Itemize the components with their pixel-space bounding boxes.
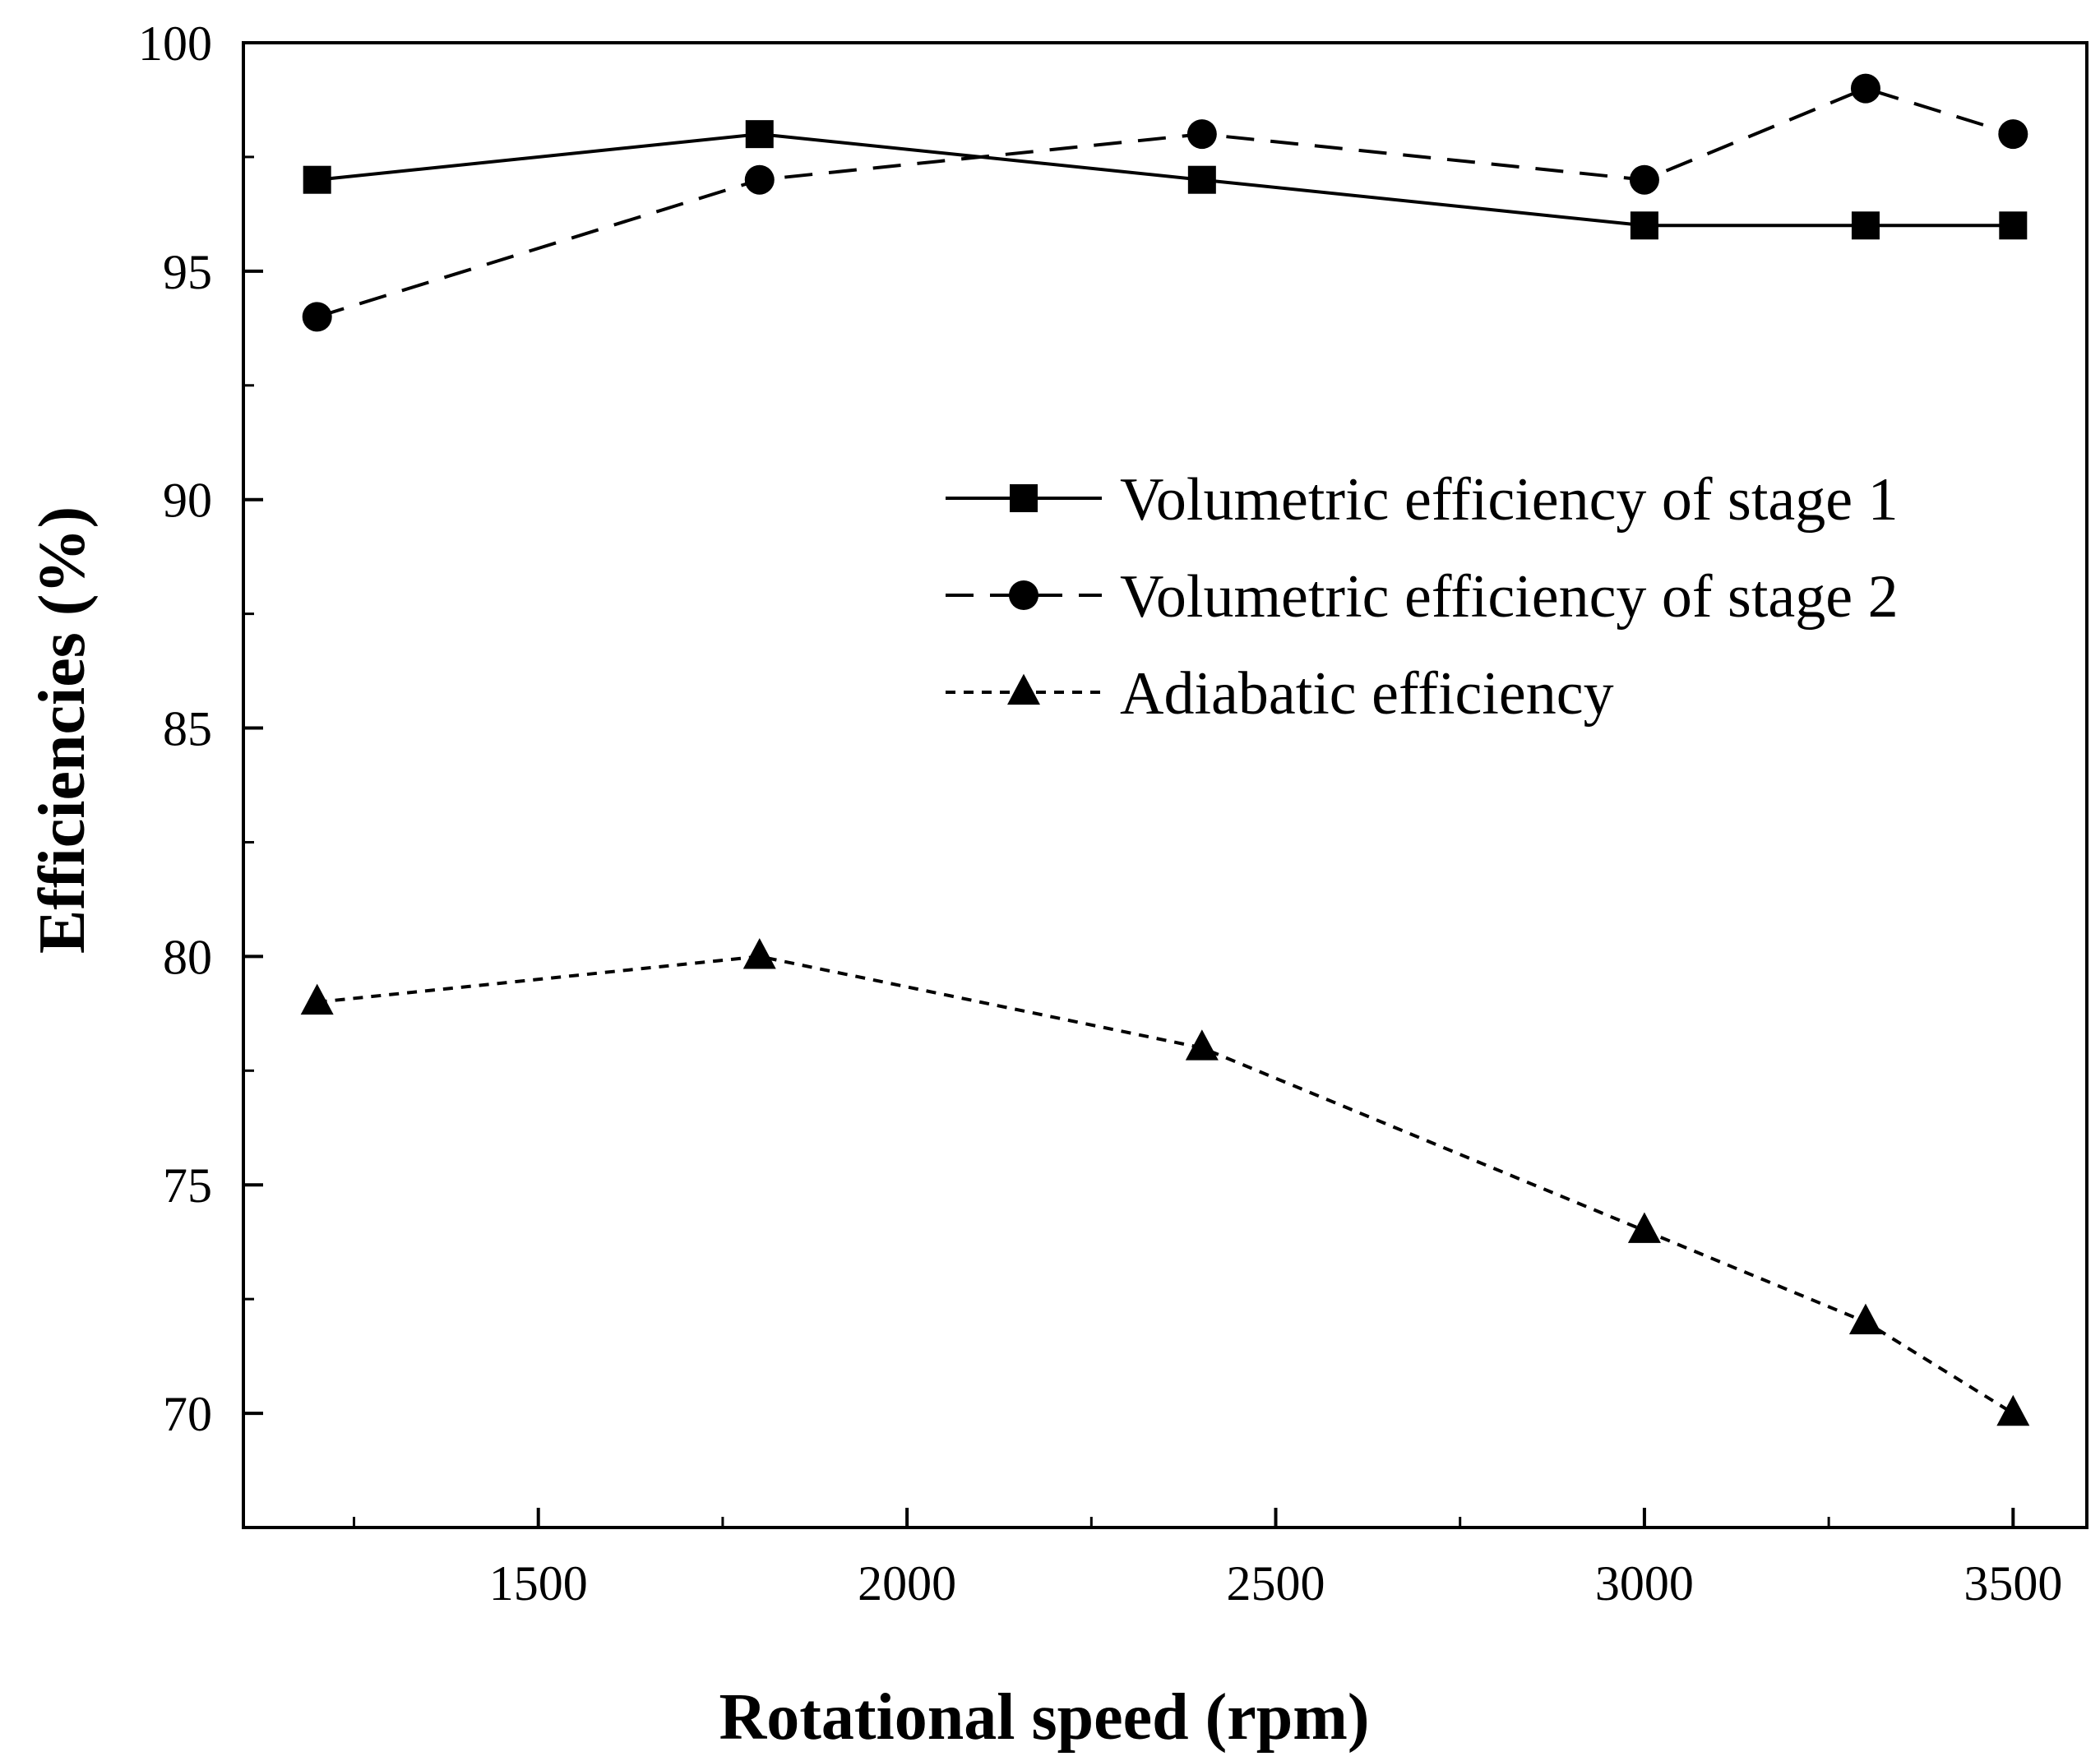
legend-label-1: Volumetric efficiency of stage 1 [1120,466,1899,534]
y-tick-label: 90 [163,474,212,528]
legend-marker-3 [1007,673,1040,705]
legend-label-2: Volumetric efficiency of stage 2 [1120,563,1899,631]
data-point-s1 [1187,165,1216,194]
x-axis-title: Rotational speed (rpm) [719,1681,1369,1754]
data-point-s2 [1629,164,1659,195]
series-line-1 [317,132,2014,228]
series-line-2 [317,86,2014,319]
legend: Volumetric efficiency of stage 1 Volumetr… [946,466,1899,728]
y-tick-label: 85 [163,702,212,756]
y-axis-title: Efficiencies (%) [26,506,99,954]
series-markers [300,73,2030,1426]
x-tick-label: 2000 [858,1556,956,1611]
y-tick-label: 95 [163,245,212,299]
x-tick-label: 3000 [1595,1556,1694,1611]
x-tick-label: 3500 [1964,1556,2062,1611]
legend-marker-1 [1010,484,1038,512]
data-point-s2 [1850,73,1880,104]
x-tick-label: 1500 [489,1556,588,1611]
data-point-s3 [1627,1212,1661,1243]
x-tick-label: 2500 [1227,1556,1325,1611]
series-lines [317,86,2014,1415]
y-tick-label: 75 [163,1158,212,1213]
data-point-s3 [1848,1303,1882,1335]
plot-frame [242,41,2088,1529]
data-point-s3 [742,938,776,969]
y-tick-label: 80 [163,930,212,984]
data-point-s1 [745,120,774,149]
data-point-s3 [1185,1029,1219,1061]
y-tick-label: 70 [163,1387,212,1441]
axis-ticks: 1500 2000 2500 3000 3500 70 75 80 85 90 95 100 [138,16,2062,1611]
plot-area-border [242,41,2088,1529]
data-point-s2 [1186,119,1217,150]
data-point-s3 [300,983,334,1015]
data-point-s1 [1851,211,1880,240]
data-point-s1 [1630,211,1658,240]
data-point-s2 [302,302,332,332]
legend-label-3: Adiabatic efficiency [1120,660,1614,728]
data-point-s3 [1996,1394,2030,1426]
data-point-s1 [1999,211,2028,240]
legend-marker-2 [1009,580,1038,610]
series-line-3 [317,954,2014,1415]
data-point-s2 [744,164,775,195]
data-point-s1 [303,165,331,194]
y-tick-label: 100 [138,16,212,71]
data-point-s2 [1998,119,2028,150]
